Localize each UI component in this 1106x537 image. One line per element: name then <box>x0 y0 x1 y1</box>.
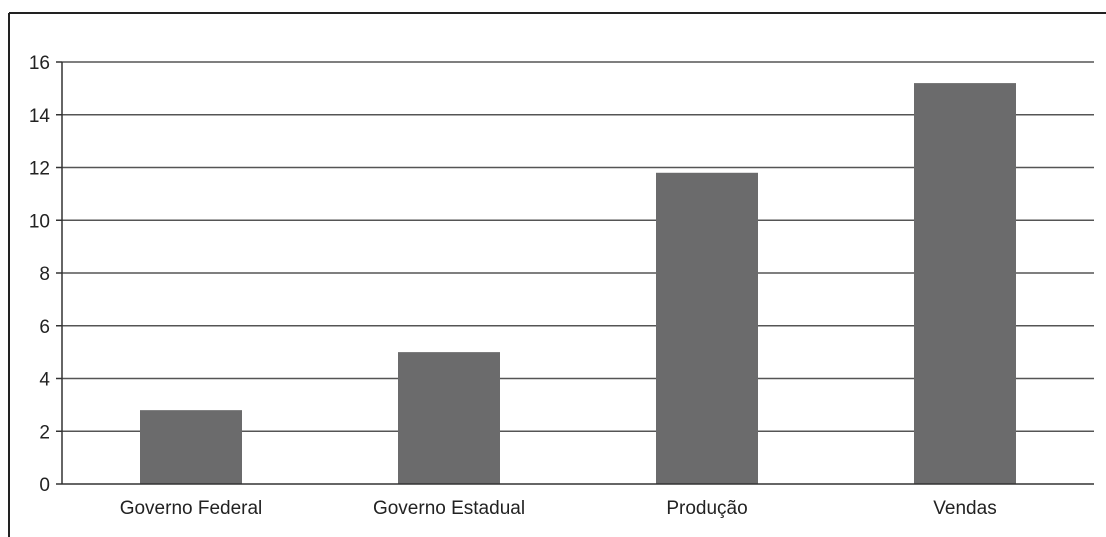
x-category-label: Governo Estadual <box>373 498 525 519</box>
bars <box>140 83 1016 484</box>
bar-3 <box>656 172 758 484</box>
axes <box>56 61 1094 485</box>
bar-4 <box>914 83 1016 484</box>
y-tick-label: 4 <box>39 370 50 391</box>
y-tick-label: 16 <box>29 53 50 74</box>
y-tick-label: 12 <box>29 159 50 180</box>
y-tick-label: 8 <box>39 264 50 285</box>
x-category-label: Produção <box>666 498 747 519</box>
bar-1 <box>140 410 242 484</box>
y-tick-label: 2 <box>39 422 50 443</box>
bar-2 <box>398 352 500 484</box>
y-tick-label: 10 <box>29 211 50 232</box>
x-category-label: Governo Federal <box>120 498 263 519</box>
y-tick-label: 0 <box>39 475 50 496</box>
y-tick-labels: 0 2 4 6 8 10 12 14 16 <box>29 53 51 496</box>
y-tick-label: 14 <box>29 106 51 127</box>
x-category-label: Vendas <box>933 498 996 519</box>
y-tick-label: 6 <box>39 317 50 338</box>
x-category-labels: Governo Federal Governo Estadual Produção V… <box>120 498 997 519</box>
